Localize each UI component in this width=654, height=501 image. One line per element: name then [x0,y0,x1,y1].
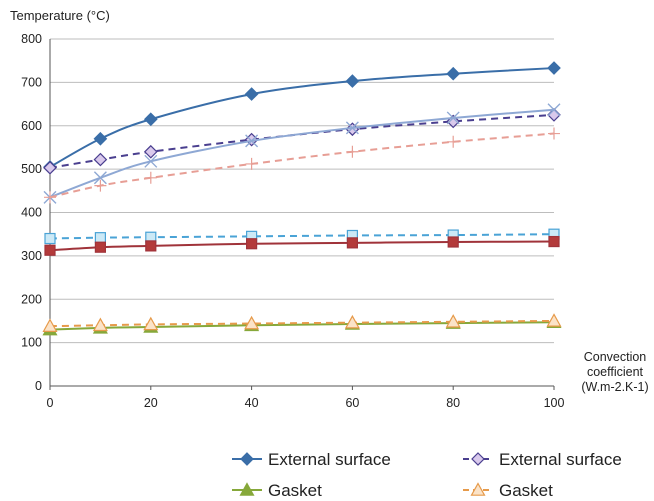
data-point [44,244,56,256]
data-point [244,87,259,101]
legend-marker [239,482,255,496]
series-line-4 [49,132,555,199]
data-point [143,316,159,331]
data-point [548,235,560,248]
legend-marker [240,452,254,466]
legend-item: External surface [463,450,622,469]
x-tick-label: 0 [47,396,54,410]
y-tick-label: 500 [21,162,42,176]
data-point [547,61,561,75]
x-axis-title-line-3: (W.m-2.K-1) [581,380,649,394]
legend-label: External surface [268,450,391,469]
y-tick-label: 0 [35,379,42,393]
data-point [344,314,360,329]
data-point [447,135,460,148]
series-line-8 [49,319,555,328]
series-line-6 [49,240,555,252]
legend-label: Gasket [499,481,553,500]
data-point [92,317,108,332]
legend-marker [470,482,486,496]
legend-item: Gasket [463,481,553,500]
y-tick-label: 700 [21,75,42,89]
data-point [93,131,108,146]
x-tick-label: 80 [446,396,460,410]
data-point [245,157,258,170]
x-tick-label: 20 [144,396,158,410]
data-point [548,127,560,140]
x-axis-title-line-1: Convection [583,350,647,364]
data-point [43,160,57,175]
data-point [42,318,58,332]
y-tick-label: 400 [21,206,42,220]
data-point [93,171,107,185]
data-point [546,313,562,327]
data-point [143,144,158,159]
series-line-3 [49,108,555,199]
data-point [93,152,108,167]
series-line-2 [49,113,555,169]
y-tick-label: 600 [21,119,42,133]
data-point [447,236,459,248]
x-tick-label: 100 [544,396,565,410]
y-tick-label: 800 [21,32,42,46]
data-point [346,145,359,158]
legend-marker [471,452,485,466]
data-point [44,191,56,204]
data-point [245,134,259,148]
data-point [345,121,359,135]
data-point [244,315,260,330]
series-line-5 [49,233,555,240]
data-point [94,241,107,253]
legend-label: External surface [499,450,622,469]
legend-label: Gasket [268,481,322,500]
x-tick-label: 40 [245,396,259,410]
data-point [145,240,157,252]
data-point [445,314,461,328]
legend-item: External surface [232,450,391,469]
x-axis-title-line-2: coefficient [586,365,644,379]
data-point [346,237,358,249]
data-point [345,74,360,88]
data-point [144,154,158,168]
legend-item: Gasket [232,481,322,500]
data-point [94,179,107,192]
x-tick-label: 60 [345,396,359,410]
series-line-1 [49,67,555,168]
data-point [144,171,157,184]
data-point [547,103,561,117]
data-point [143,112,158,127]
data-point [446,66,461,81]
x-axis-title: Convection coefficient (W.m-2.K-1) [572,350,654,395]
data-point [44,232,56,245]
y-tick-label: 100 [21,336,42,350]
data-point [246,238,258,250]
y-tick-label: 300 [21,249,42,263]
y-axis-title: Temperature (°C) [10,8,110,23]
y-tick-label: 200 [21,292,42,306]
data-point [446,111,460,125]
data-point [94,232,107,244]
